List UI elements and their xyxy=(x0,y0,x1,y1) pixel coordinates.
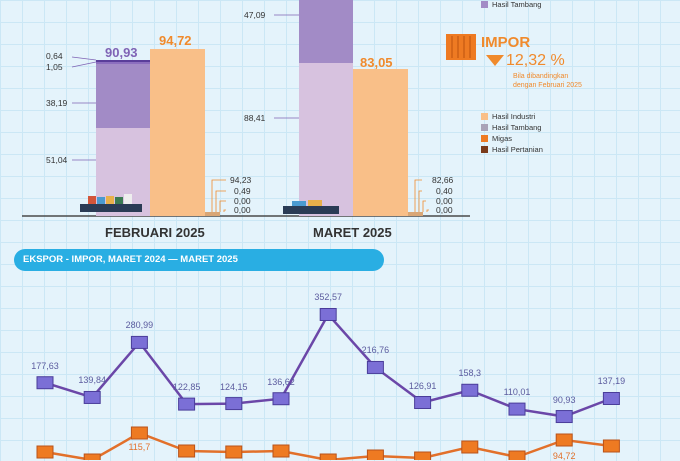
impor-point xyxy=(130,426,148,440)
impor-point xyxy=(272,444,290,458)
category-feb: FEBRUARI 2025 xyxy=(105,225,205,240)
ekspor-point-label: 136,62 xyxy=(267,376,295,387)
label-feb-impor-migas: 0,00 xyxy=(234,196,251,206)
bar-chart xyxy=(22,0,470,217)
legend-swatch xyxy=(481,135,488,142)
ekspor-point-label: 216,76 xyxy=(361,345,390,356)
ekspor-point-label: 124,15 xyxy=(220,381,248,392)
ekspor-point-label: 110,01 xyxy=(503,387,531,398)
container-icon xyxy=(446,34,476,60)
total-feb-impor: 94,72 xyxy=(159,33,192,48)
legend-item-tambang: Hasil Tambang xyxy=(481,123,541,132)
down-arrow-icon xyxy=(486,55,504,66)
ekspor-point-label: 137,19 xyxy=(597,376,626,387)
impor-note: Bila dibandingkan dengan Februari 2025 xyxy=(513,73,582,89)
bar-feb-impor xyxy=(150,49,205,216)
impor-point xyxy=(555,433,573,447)
impor-point xyxy=(83,453,101,460)
ekspor-point xyxy=(602,391,620,405)
impor-percent: 12,32 % xyxy=(506,52,565,69)
ekspor-point-label: 158,3 xyxy=(458,368,482,379)
impor-point xyxy=(602,439,620,453)
legend-swatch xyxy=(481,113,488,120)
ekspor-point xyxy=(508,402,526,416)
legend-swatch xyxy=(481,124,488,131)
label-mar-impor-migas: 0,00 xyxy=(436,196,453,206)
ekspor-point xyxy=(555,410,573,424)
impor-point xyxy=(414,451,432,460)
bar-mar-impor-small xyxy=(408,212,423,216)
legend-item-pertanian: Hasil Pertanian xyxy=(481,145,543,154)
label-feb-migas: 1,05 xyxy=(46,62,63,72)
label-feb-tambang: 38,19 xyxy=(46,98,68,108)
ekspor-point-label: 280,99 xyxy=(125,320,154,331)
label-feb-industri: 51,04 xyxy=(46,155,68,165)
ekspor-point-label: 122,85 xyxy=(172,382,201,393)
bar-mar-ekspor-tambang xyxy=(299,0,353,63)
impor-point xyxy=(178,444,196,458)
bar-feb-ekspor-pertanian xyxy=(96,60,150,62)
label-mar-industri: 88,41 xyxy=(244,113,266,123)
legend-top-item: Hasil Tambang xyxy=(481,0,541,9)
ekspor-point-label: 126,91 xyxy=(408,380,437,391)
impor-point xyxy=(36,445,54,459)
label-mar-impor-tambang: 0,40 xyxy=(436,186,453,196)
label-mar-impor-pertanian: 0,00 xyxy=(436,205,453,215)
impor-title: IMPOR xyxy=(481,34,531,51)
ekspor-point-label: 352,57 xyxy=(314,292,342,303)
bar-mar-impor xyxy=(353,69,408,216)
ekspor-point xyxy=(366,360,384,374)
impor-point xyxy=(319,453,337,460)
ekspor-point xyxy=(178,397,196,411)
ekspor-point xyxy=(461,383,479,397)
bar-feb-impor-small xyxy=(205,212,220,216)
ekspor-point xyxy=(272,392,290,406)
total-mar-impor: 83,05 xyxy=(360,55,393,70)
ekspor-point xyxy=(83,390,101,404)
ekspor-point-label: 177,63 xyxy=(31,360,59,371)
ekspor-point-label: 90,93 xyxy=(552,394,576,405)
bar-feb-ekspor-migas xyxy=(96,62,150,64)
legend-swatch xyxy=(481,1,488,8)
ekspor-point-label: 139,84 xyxy=(78,375,106,386)
impor-point-label: 94,72 xyxy=(552,451,576,461)
category-mar: MARET 2025 xyxy=(313,225,392,240)
legend-item-migas: Migas xyxy=(481,134,512,143)
ekspor-point xyxy=(130,335,148,349)
impor-point xyxy=(366,449,384,460)
ship-icon-feb xyxy=(80,194,142,212)
ekspor-point xyxy=(414,396,432,410)
impor-point xyxy=(508,450,526,460)
label-feb-pertanian: 0,64 xyxy=(46,51,63,61)
ekspor-point xyxy=(36,376,54,390)
label-feb-impor-tambang: 0,49 xyxy=(234,186,251,196)
label-feb-impor-industri: 94,23 xyxy=(230,175,252,185)
section-banner: EKSPOR - IMPOR, MARET 2024 — MARET 2025 xyxy=(14,249,384,271)
ship-icon-mar xyxy=(283,200,339,214)
ekspor-point xyxy=(319,307,337,321)
total-feb-ekspor: 90,93 xyxy=(105,45,138,60)
label-feb-impor-pertanian: 0,00 xyxy=(234,205,251,215)
legend-item-industri: Hasil Industri xyxy=(481,112,535,121)
bar-feb-ekspor-tambang xyxy=(96,64,150,128)
impor-point-label: 115,7 xyxy=(128,442,151,452)
impor-point xyxy=(225,445,243,459)
label-mar-tambang: 47,09 xyxy=(244,10,266,20)
label-mar-impor-industri: 82,66 xyxy=(432,175,454,185)
impor-point xyxy=(461,440,479,454)
bar-mar-ekspor-industri xyxy=(299,63,353,216)
legend-swatch xyxy=(481,146,488,153)
ekspor-point xyxy=(225,397,243,411)
